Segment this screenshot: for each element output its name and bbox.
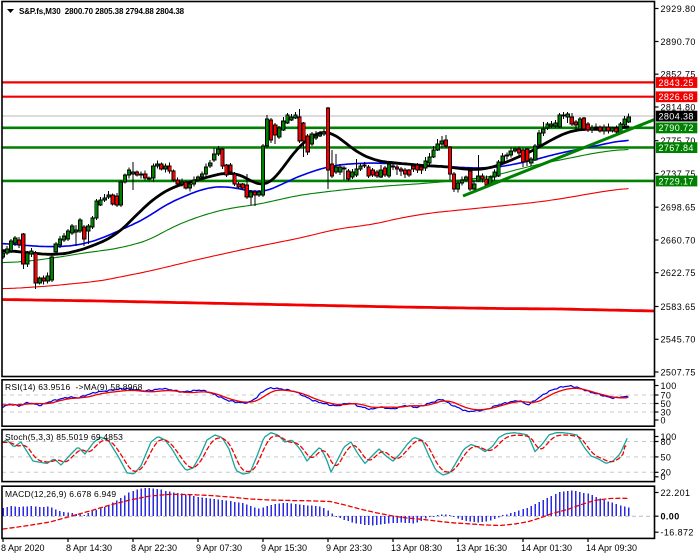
svg-text:2737.75: 2737.75	[661, 169, 696, 179]
svg-text:2890.70: 2890.70	[661, 37, 696, 47]
svg-text:2583.65: 2583.65	[661, 302, 696, 312]
svg-text:2852.75: 2852.75	[661, 70, 696, 80]
svg-text:30: 30	[661, 407, 672, 417]
svg-text:2804.38: 2804.38	[659, 111, 694, 121]
svg-text:9 Apr 07:30: 9 Apr 07:30	[196, 543, 242, 553]
svg-text:80: 80	[661, 437, 672, 447]
svg-text:14 Apr 01:30: 14 Apr 01:30	[521, 543, 572, 553]
svg-text:2843.25: 2843.25	[659, 78, 694, 88]
svg-text:8 Apr 14:30: 8 Apr 14:30	[66, 543, 112, 553]
svg-text:14 Apr 09:30: 14 Apr 09:30	[586, 543, 637, 553]
svg-text:2826.68: 2826.68	[659, 92, 694, 102]
svg-text:20: 20	[661, 468, 672, 478]
svg-text:2698.65: 2698.65	[661, 203, 696, 213]
svg-text:2729.17: 2729.17	[659, 176, 694, 186]
svg-text:2775.70: 2775.70	[661, 136, 696, 146]
svg-text:50: 50	[661, 452, 672, 462]
svg-text:70: 70	[661, 390, 672, 400]
svg-text:2622.75: 2622.75	[661, 268, 696, 278]
svg-text:13 Apr 08:30: 13 Apr 08:30	[391, 543, 442, 553]
svg-text:RSI(14) 63.9516 ->MA(9) 58.89: RSI(14) 63.9516 ->MA(9) 58.8968	[5, 382, 143, 392]
svg-text:50: 50	[661, 399, 672, 409]
svg-text:13 Apr 16:30: 13 Apr 16:30	[456, 543, 507, 553]
svg-text:2660.70: 2660.70	[661, 235, 696, 245]
svg-text:Stoch(5,3,3) 85.5019 69.4853: Stoch(5,3,3) 85.5019 69.4853	[5, 432, 123, 442]
svg-text:2929.80: 2929.80	[661, 4, 696, 14]
svg-text:-16.872: -16.872	[661, 528, 694, 538]
svg-text:2545.70: 2545.70	[661, 335, 696, 345]
svg-text:9 Apr 23:30: 9 Apr 23:30	[326, 543, 372, 553]
svg-text:S&P.fs,M30 2800.70 2805.38 27: S&P.fs,M30 2800.70 2805.38 2794.88 2804.…	[19, 7, 185, 16]
svg-text:9 Apr 15:30: 9 Apr 15:30	[261, 543, 307, 553]
svg-text:0: 0	[661, 415, 666, 425]
svg-text:8 Apr 22:30: 8 Apr 22:30	[131, 543, 177, 553]
svg-text:2767.84: 2767.84	[659, 143, 694, 153]
svg-text:100: 100	[661, 381, 677, 391]
svg-text:2507.75: 2507.75	[661, 367, 696, 377]
svg-text:0.00: 0.00	[661, 512, 680, 522]
svg-text:0: 0	[661, 472, 666, 482]
svg-text:2814.80: 2814.80	[661, 102, 696, 112]
svg-text:8 Apr 2020: 8 Apr 2020	[1, 543, 45, 553]
svg-text:22.201: 22.201	[661, 488, 691, 498]
svg-text:100: 100	[661, 432, 677, 442]
svg-text:2790.72: 2790.72	[659, 123, 694, 133]
svg-text:MACD(12,26,9) 6.678 6.949: MACD(12,26,9) 6.678 6.949	[5, 489, 116, 499]
